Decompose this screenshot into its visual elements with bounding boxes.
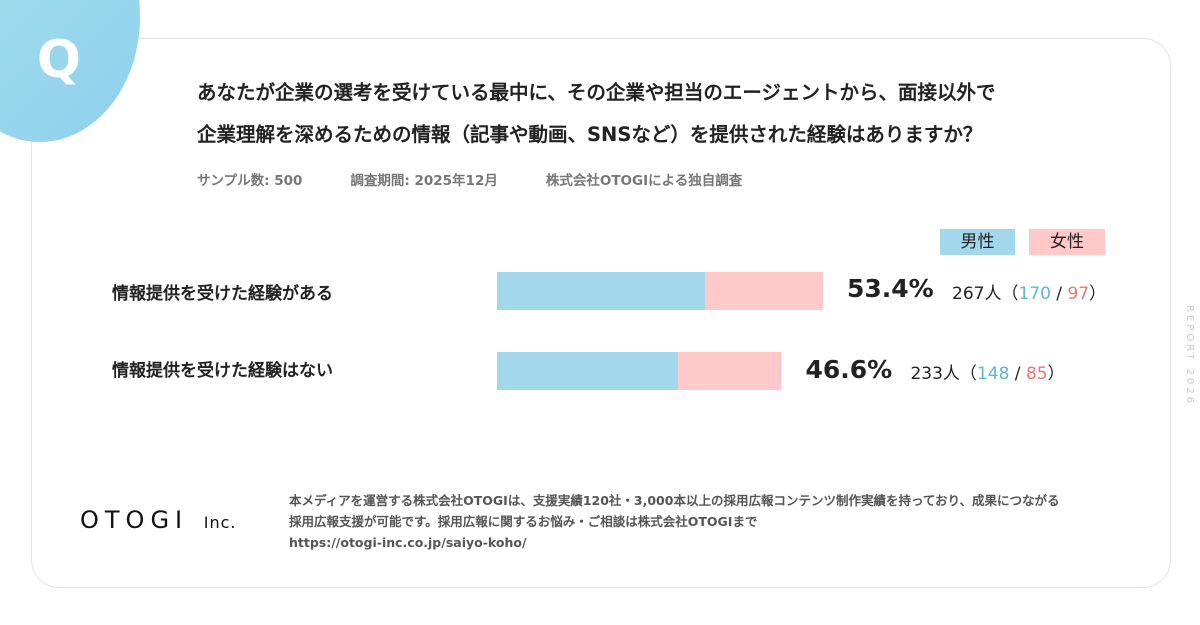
count-male-yes: 170 bbox=[1018, 284, 1051, 304]
count-male-no: 148 bbox=[976, 364, 1010, 384]
pct-label-yes: 53.4% bbox=[847, 274, 934, 303]
question-title: あなたが企業の選考を受けている最中に、その企業や担当のエージェントから、面接以外… bbox=[197, 72, 1127, 156]
count-female-no: 85 bbox=[1025, 364, 1048, 384]
bar-yes-male bbox=[497, 272, 705, 310]
count-sep-no: / bbox=[1009, 364, 1026, 384]
sample-size: サンプル数: 500 bbox=[197, 173, 303, 189]
logo-suffix: Inc. bbox=[203, 513, 237, 532]
count-sep-yes: / bbox=[1050, 284, 1068, 304]
row-label-yes: 情報提供を受けた経験がある bbox=[112, 284, 333, 304]
count-close-yes: ） bbox=[1089, 284, 1107, 304]
count-close-no: ） bbox=[1047, 364, 1065, 384]
survey-period: 調査期間: 2025年12月 bbox=[350, 173, 498, 189]
survey-meta: サンプル数: 500 調査期間: 2025年12月 株式会社OTOGIによる独自… bbox=[197, 169, 790, 189]
report-year-vertical: REPORT 2026 bbox=[1184, 305, 1195, 407]
footer-line-2: 採用広報支援が可能です。採用広報に関するお悩み・ご相談は株式会社OTOGIまで bbox=[289, 514, 758, 529]
pct-label-no: 46.6% bbox=[805, 355, 893, 384]
survey-card bbox=[31, 38, 1171, 588]
legend-female: 女性 bbox=[1029, 229, 1105, 255]
footer-note: 本メディアを運営する株式会社OTOGIは、支援実績120社・3,000本以上の採… bbox=[289, 490, 1149, 553]
count-total-yes: 267人（ bbox=[952, 284, 1019, 304]
row-label-no: 情報提供を受けた経験はない bbox=[112, 361, 333, 381]
question-mark: Q bbox=[36, 30, 82, 90]
bar-no-male bbox=[497, 352, 678, 390]
count-label-yes: 267人（170 / 97） bbox=[952, 279, 1106, 304]
bar-yes bbox=[497, 272, 823, 310]
question-line-2: 企業理解を深めるための情報（記事や動画、SNSなど）を提供された経験はありますか… bbox=[197, 123, 983, 146]
legend-male: 男性 bbox=[940, 229, 1015, 255]
bar-no bbox=[497, 352, 782, 390]
count-total-no: 233人（ bbox=[910, 364, 977, 384]
footer-url: https://otogi-inc.co.jp/saiyo-koho/ bbox=[289, 535, 527, 550]
bar-no-female bbox=[677, 352, 782, 390]
survey-source: 株式会社OTOGIによる独自調査 bbox=[545, 173, 743, 189]
count-female-yes: 97 bbox=[1067, 284, 1090, 304]
otogi-logo: OTOGI Inc. bbox=[80, 506, 237, 534]
footer-line-1: 本メディアを運営する株式会社OTOGIは、支援実績120社・3,000本以上の採… bbox=[289, 493, 1060, 508]
logo-main: OTOGI bbox=[80, 506, 189, 534]
count-label-no: 233人（148 / 85） bbox=[910, 359, 1064, 384]
bar-yes-female bbox=[704, 272, 823, 310]
question-line-1: あなたが企業の選考を受けている最中に、その企業や担当のエージェントから、面接以外… bbox=[197, 81, 996, 104]
